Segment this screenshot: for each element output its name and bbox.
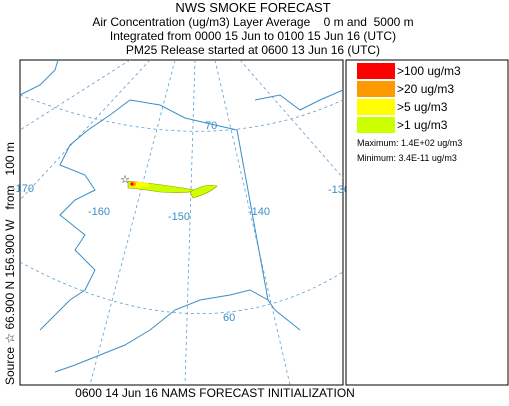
grid-label: 70 — [205, 120, 217, 132]
title: NWS SMOKE FORECAST — [175, 0, 330, 15]
subtitle: PM25 Release started at 0600 13 Jun 16 (… — [126, 43, 380, 57]
footer: 0600 14 Jun 16 NAMS FORECAST INITIALIZAT… — [75, 386, 355, 400]
grid-label: -140 — [248, 206, 270, 218]
grid-label: -150 — [168, 211, 190, 223]
minimum: Minimum: 3.4E-11 ug/m3 — [357, 153, 457, 163]
source-label: Source ☆ 66.900 N 156.900 W from 100 m — [3, 142, 17, 385]
graticule — [19, 261, 344, 315]
legend-swatch — [357, 99, 395, 115]
smoke-plume — [189, 184, 218, 199]
grid-label: -170 — [12, 183, 34, 195]
coastline — [19, 59, 344, 373]
smoke-plume — [130, 182, 134, 186]
graticule — [19, 94, 344, 132]
legend-label: >1 ug/m3 — [397, 118, 448, 132]
legend-label: >100 ug/m3 — [397, 64, 461, 78]
legend: Maximum: 1.4E+02 ug/m3 Minimum: 3.4E-11 … — [345, 59, 509, 386]
legend-swatch — [357, 117, 395, 133]
legend-label: >20 ug/m3 — [397, 82, 454, 96]
grid-label: 60 — [223, 312, 235, 324]
graticule — [19, 59, 344, 386]
coastline — [39, 99, 238, 331]
map: ☆ -170 -160 -150 -140 -130 70 60 — [12, 59, 350, 386]
source-star: ☆ — [120, 174, 130, 186]
subtitle: Integrated from 0000 15 Jun to 0100 15 J… — [110, 29, 396, 43]
legend-swatch — [357, 63, 395, 79]
grid-label: -160 — [88, 206, 110, 218]
grid-label: -130 — [328, 184, 350, 196]
maximum: Maximum: 1.4E+02 ug/m3 — [357, 138, 462, 148]
subtitle: Air Concentration (ug/m3) Layer Average … — [92, 15, 413, 29]
legend-swatch — [357, 81, 395, 97]
legend-label: >5 ug/m3 — [397, 100, 448, 114]
map-frame — [19, 59, 344, 386]
